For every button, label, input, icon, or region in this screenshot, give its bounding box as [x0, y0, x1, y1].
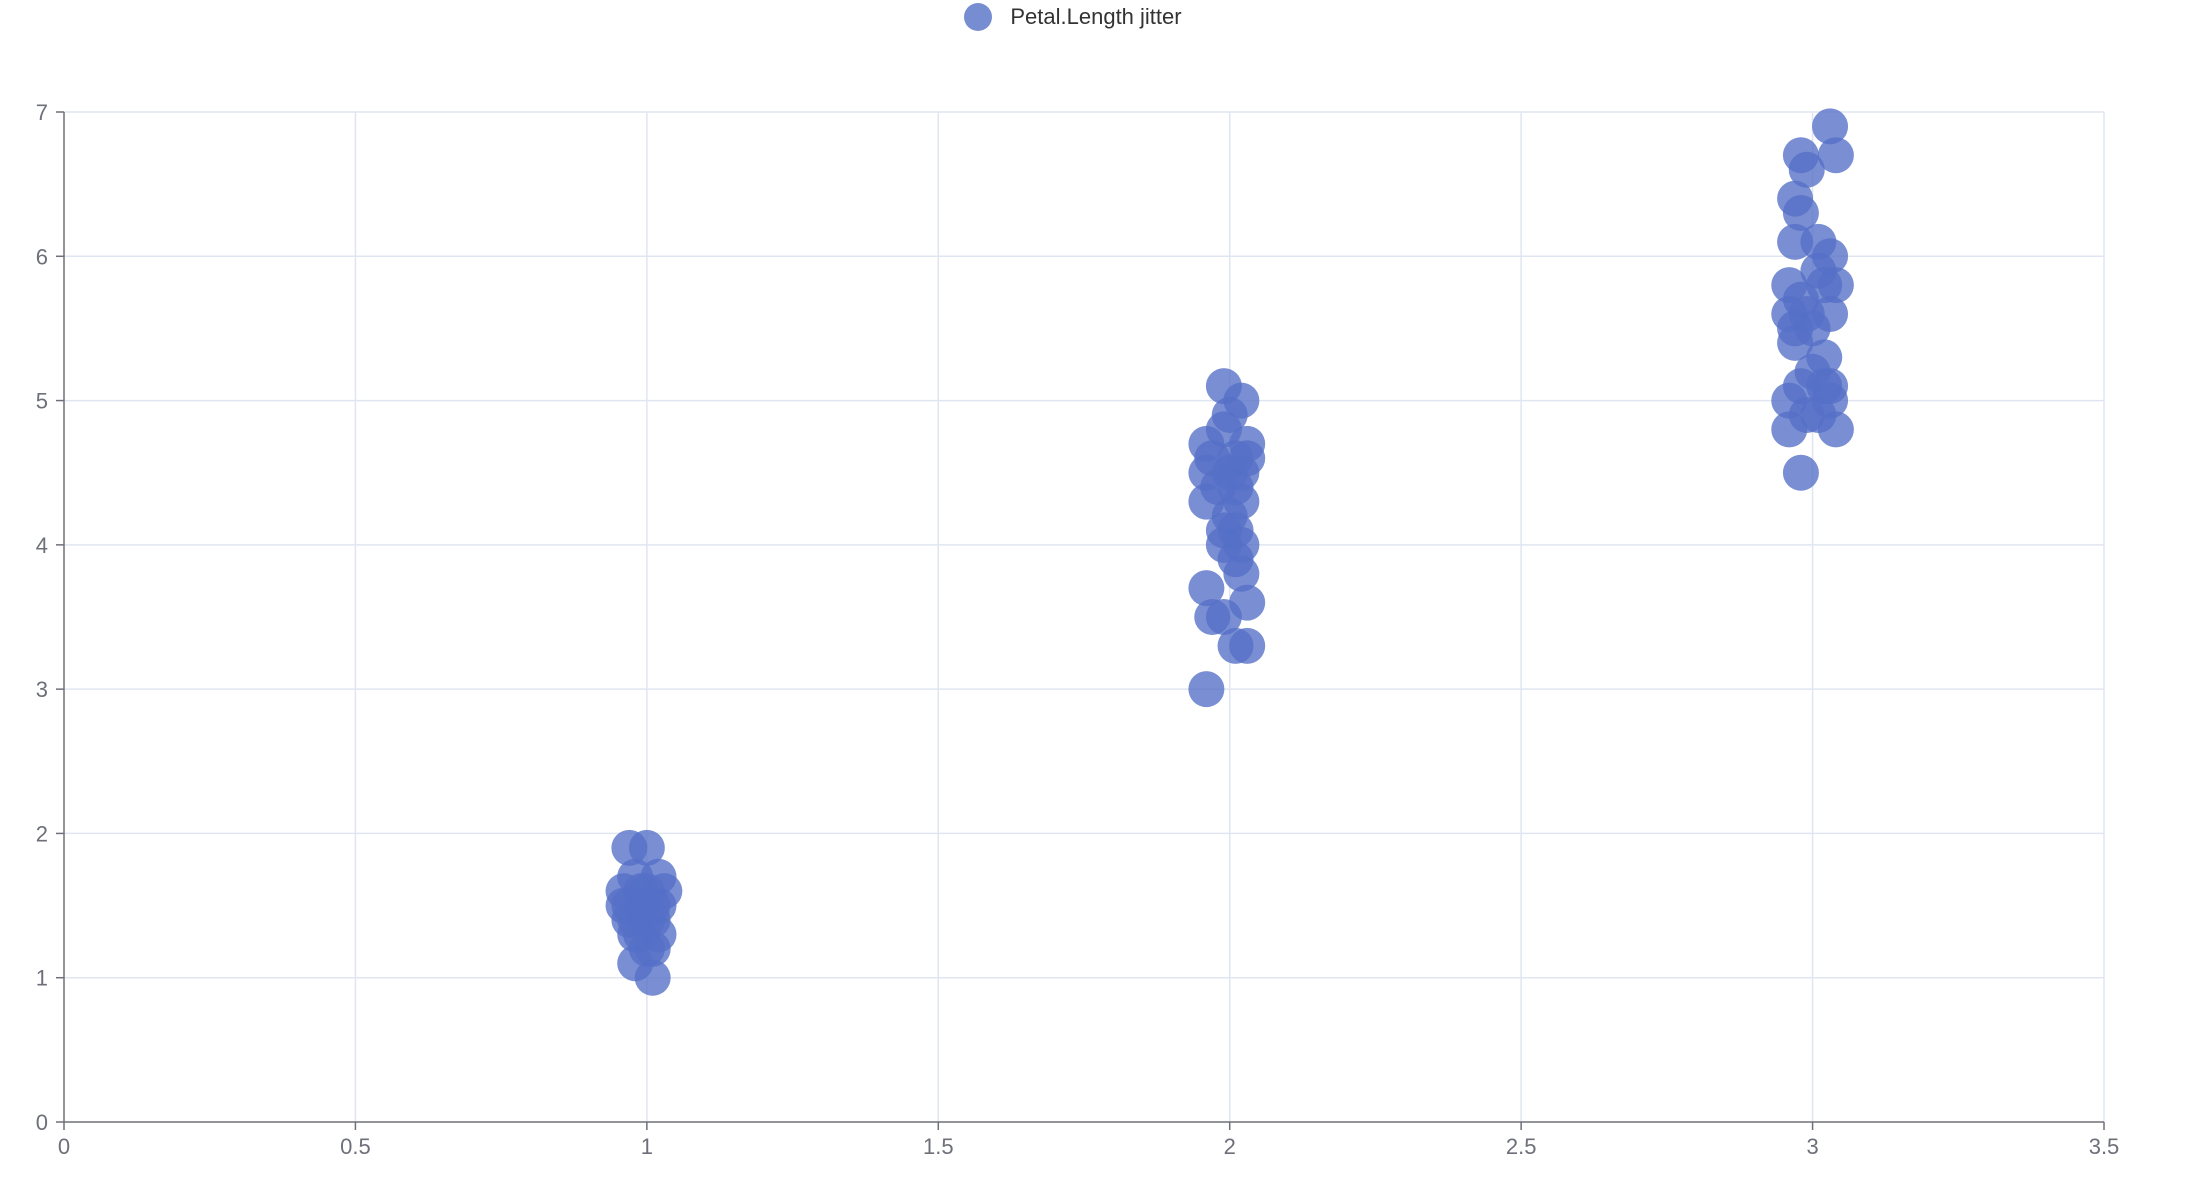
- data-point[interactable]: [1817, 267, 1854, 304]
- x-tick-label: 2: [1224, 1134, 1236, 1159]
- data-point[interactable]: [634, 959, 671, 996]
- y-tick-label: 6: [36, 244, 48, 269]
- x-tick-label: 0.5: [340, 1134, 371, 1159]
- data-point[interactable]: [1771, 411, 1808, 448]
- legend-item-petal-length-jitter[interactable]: Petal.Length jitter: [964, 3, 1182, 31]
- y-tick-label: 0: [36, 1110, 48, 1135]
- x-tick-label: 0: [58, 1134, 70, 1159]
- data-point[interactable]: [1217, 627, 1254, 664]
- data-point[interactable]: [1188, 671, 1225, 708]
- data-point[interactable]: [1205, 368, 1242, 405]
- data-point[interactable]: [1817, 411, 1854, 448]
- data-point[interactable]: [628, 873, 665, 910]
- y-tick-label: 7: [36, 100, 48, 125]
- data-point[interactable]: [1211, 454, 1248, 491]
- y-tick-label: 2: [36, 821, 48, 846]
- data-point[interactable]: [1812, 108, 1849, 145]
- data-point[interactable]: [1188, 570, 1225, 607]
- y-tick-label: 1: [36, 966, 48, 991]
- data-point[interactable]: [617, 916, 654, 953]
- x-tick-label: 3: [1806, 1134, 1818, 1159]
- data-point[interactable]: [1777, 324, 1814, 361]
- x-tick-label: 3.5: [2089, 1134, 2120, 1159]
- legend-swatch-icon: [964, 3, 993, 31]
- data-point[interactable]: [1788, 151, 1825, 188]
- x-tick-label: 1.5: [923, 1134, 954, 1159]
- y-tick-label: 5: [36, 389, 48, 414]
- data-point[interactable]: [1782, 454, 1819, 491]
- legend-label: Petal.Length jitter: [1010, 4, 1182, 29]
- y-tick-label: 4: [36, 533, 48, 558]
- x-tick-label: 1: [641, 1134, 653, 1159]
- data-point[interactable]: [1782, 195, 1819, 231]
- data-point[interactable]: [1817, 137, 1854, 174]
- data-point[interactable]: [1205, 599, 1242, 635]
- y-tick-label: 3: [36, 677, 48, 702]
- legend: Petal.Length jitter: [0, 0, 2186, 34]
- data-point[interactable]: [1223, 555, 1260, 592]
- x-tick-label: 2.5: [1506, 1134, 1537, 1159]
- data-point[interactable]: [628, 829, 665, 866]
